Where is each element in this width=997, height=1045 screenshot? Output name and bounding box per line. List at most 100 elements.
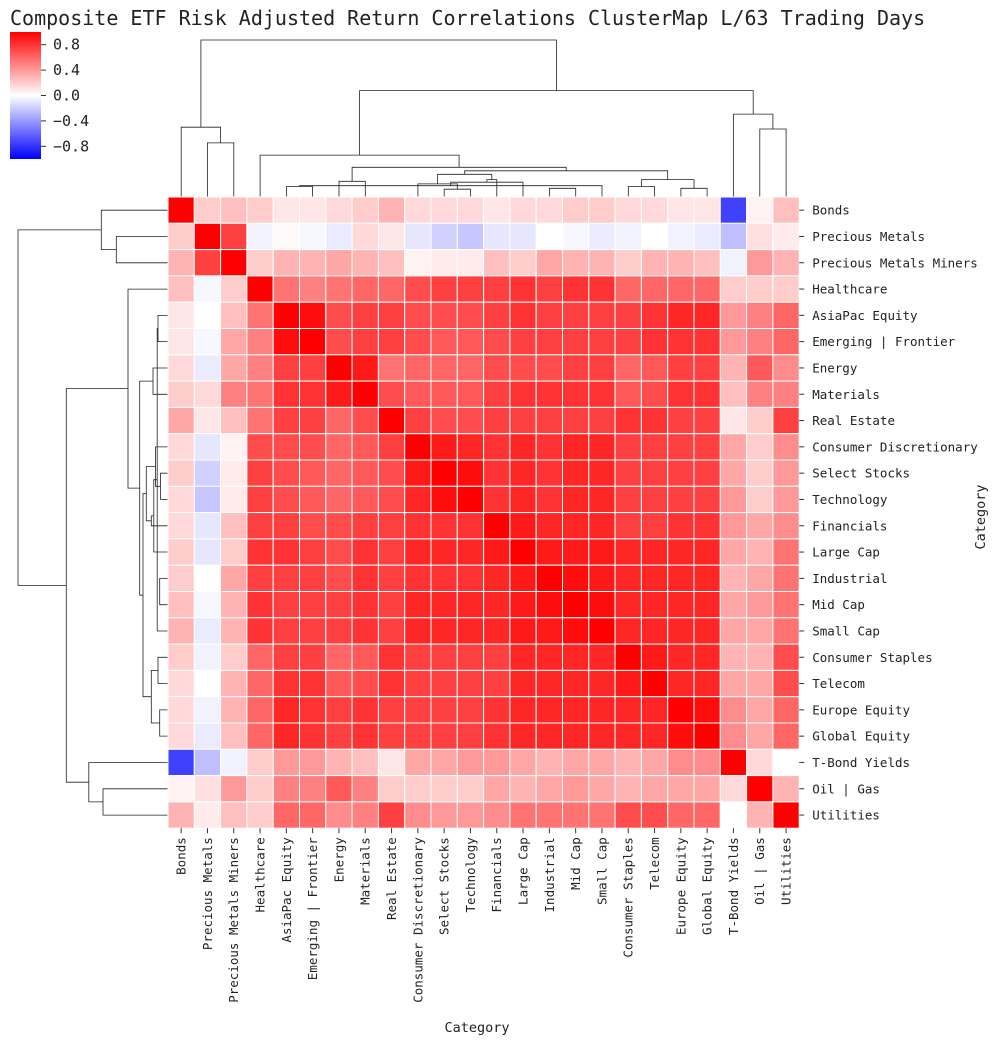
heatmap-cell [614, 669, 642, 698]
column-dendrogram-link [359, 90, 754, 156]
row-dendrogram-link [156, 328, 168, 632]
heatmap-cell [430, 564, 458, 593]
heatmap-cell [193, 380, 222, 408]
heatmap-cell [562, 669, 590, 698]
heatmap-cell [509, 459, 537, 487]
heatmap-cell [377, 801, 406, 829]
heatmap-cell [167, 748, 195, 777]
heatmap-cell [246, 538, 274, 566]
heatmap-cell [456, 801, 485, 829]
heatmap-cell [640, 591, 669, 619]
heatmap-cell [667, 722, 695, 750]
heatmap-cell [693, 643, 721, 671]
heatmap-cell [456, 643, 485, 671]
column-dendrogram-link [759, 128, 787, 197]
heatmap-cell [325, 775, 353, 803]
heatmap-cell [377, 775, 406, 803]
heatmap-cell [325, 669, 353, 698]
heatmap-cell [719, 328, 748, 356]
heatmap-cell [535, 406, 564, 435]
heatmap-cell [325, 643, 353, 671]
column-dendrogram-link [259, 154, 460, 197]
row-tick-label: Technology [812, 492, 888, 507]
heatmap-cell [509, 222, 537, 251]
heatmap-cell [719, 196, 748, 224]
heatmap-cell [640, 564, 669, 593]
heatmap-cell [272, 301, 301, 330]
heatmap-cell [325, 538, 353, 566]
row-tick-label: Materials [812, 387, 880, 402]
column-dendrogram-link [286, 186, 313, 197]
heatmap-cell [272, 222, 301, 251]
heatmap-cell [772, 617, 800, 645]
colorbar-tick-label: 0.4 [53, 61, 80, 79]
column-dendrogram-link [200, 39, 557, 128]
heatmap-cell [220, 301, 248, 330]
heatmap-cell [640, 354, 669, 382]
row-tick-label: Industrial [812, 571, 887, 586]
heatmap-cell [667, 380, 695, 408]
heatmap-cell [299, 301, 327, 330]
heatmap-cell [456, 354, 485, 382]
heatmap-cell [772, 222, 800, 251]
column-tick-label: Materials [358, 837, 373, 905]
heatmap-cell [719, 748, 748, 777]
heatmap-cell [325, 617, 353, 645]
heatmap-cell [667, 275, 695, 303]
heatmap-cell [404, 775, 432, 803]
heatmap-cell [719, 512, 748, 540]
heatmap-cell [325, 406, 353, 435]
heatmap-cell [246, 485, 274, 514]
heatmap-cell [220, 354, 248, 382]
heatmap-cell [246, 591, 274, 619]
heatmap-cell [693, 775, 721, 803]
heatmap-cell [299, 459, 327, 487]
heatmap-cell [272, 406, 301, 435]
heatmap-cell [220, 512, 248, 540]
heatmap-cell [404, 801, 432, 829]
heatmap-cell [167, 433, 195, 461]
heatmap-cell [351, 696, 379, 724]
row-tick-label: Oil | Gas [812, 781, 880, 796]
heatmap-cell [246, 354, 274, 382]
heatmap-cell [325, 748, 353, 777]
heatmap-cell [640, 722, 669, 750]
heatmap-cell [167, 696, 195, 724]
heatmap-cell [746, 485, 774, 514]
heatmap-cell [772, 354, 800, 382]
heatmap-cell [614, 354, 642, 382]
column-tick-label: Europe Equity [673, 837, 688, 935]
heatmap-cell [456, 591, 485, 619]
column-tick-label: Mid Cap [568, 837, 583, 890]
heatmap-cell [640, 433, 669, 461]
heatmap-cell [772, 328, 800, 356]
heatmap-cell [272, 643, 301, 671]
heatmap-cell [614, 538, 642, 566]
heatmap-cell [193, 275, 222, 303]
heatmap-cell [377, 249, 406, 277]
heatmap-cell [167, 722, 195, 750]
row-dendrogram-link [100, 209, 168, 250]
heatmap-cell [640, 406, 669, 435]
heatmap-cell [404, 354, 432, 382]
heatmap-cell [456, 669, 485, 698]
heatmap-cell [377, 406, 406, 435]
heatmap-cell [667, 617, 695, 645]
heatmap-cell [535, 801, 564, 829]
heatmap-cell [246, 459, 274, 487]
heatmap-cell [246, 669, 274, 698]
heatmap-cell [430, 617, 458, 645]
heatmap-cell [193, 696, 222, 724]
heatmap-cell [220, 406, 248, 435]
heatmap-cell [167, 275, 195, 303]
x-axis-label: Category [444, 1020, 509, 1036]
heatmap-cell [509, 564, 537, 593]
heatmap-cell [456, 222, 485, 251]
row-dendrogram-link [102, 788, 168, 816]
column-tick-label: Precious Metals Miners [226, 837, 241, 1003]
row-tick-label: Telecom [812, 676, 865, 691]
heatmap-cell [614, 459, 642, 487]
heatmap-cell [693, 459, 721, 487]
heatmap-cell [299, 380, 327, 408]
heatmap-cell [193, 328, 222, 356]
